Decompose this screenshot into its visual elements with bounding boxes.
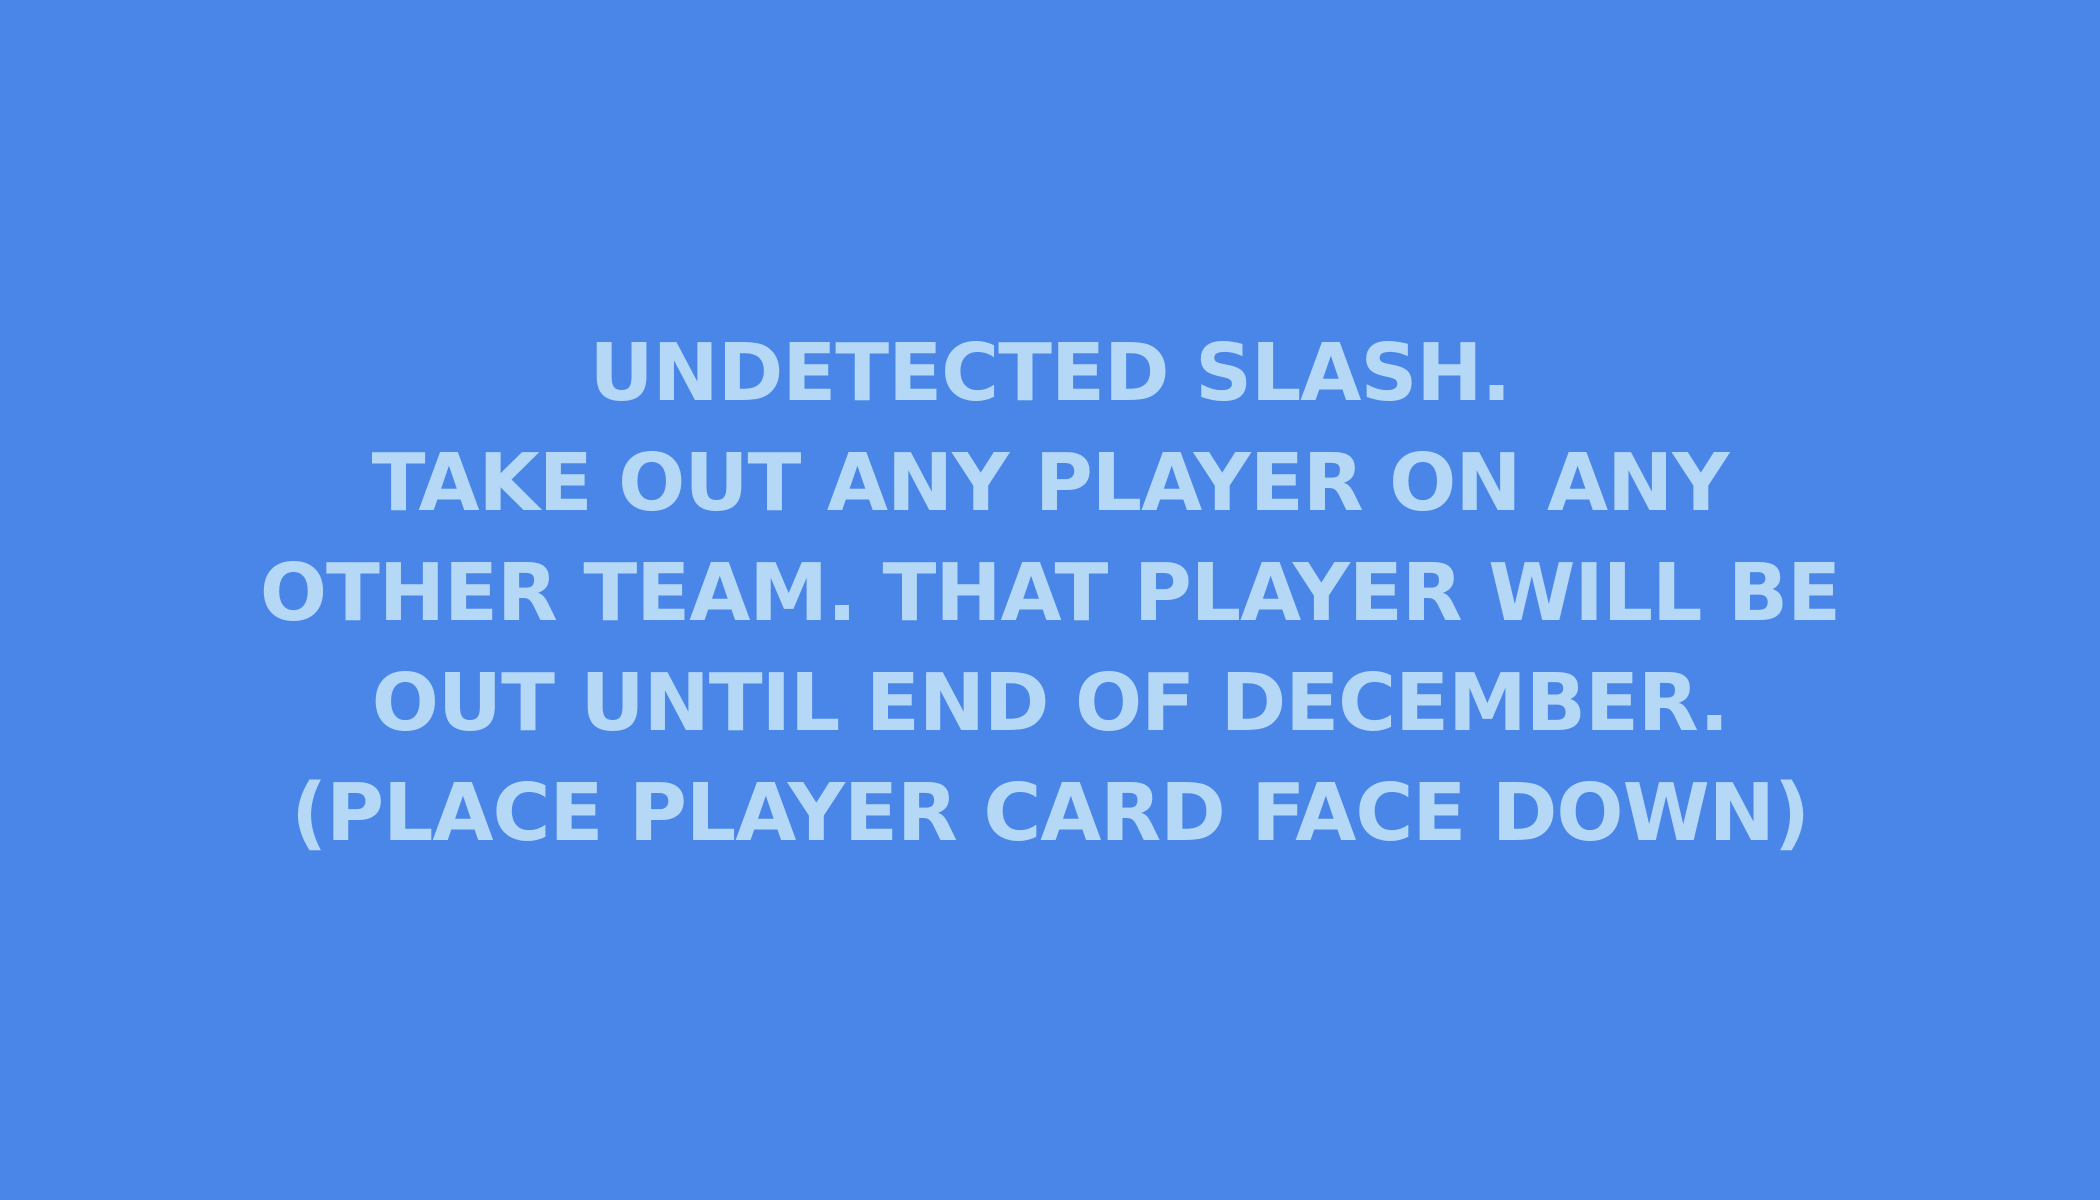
card-instruction-text: UNDETECTED SLASH. TAKE OUT ANY PLAYER ON… xyxy=(0,318,2100,868)
card-text-line-2: OTHER TEAM. THAT PLAYER WILL BE xyxy=(259,547,1841,639)
card-text-line-1: TAKE OUT ANY PLAYER ON ANY xyxy=(371,437,1730,529)
card-title-line: UNDETECTED SLASH. xyxy=(589,327,1512,419)
card-text-line-4: (PLACE PLAYER CARD FACE DOWN) xyxy=(291,767,1810,859)
card-text-line-3: OUT UNTIL END OF DECEMBER. xyxy=(371,657,1729,749)
